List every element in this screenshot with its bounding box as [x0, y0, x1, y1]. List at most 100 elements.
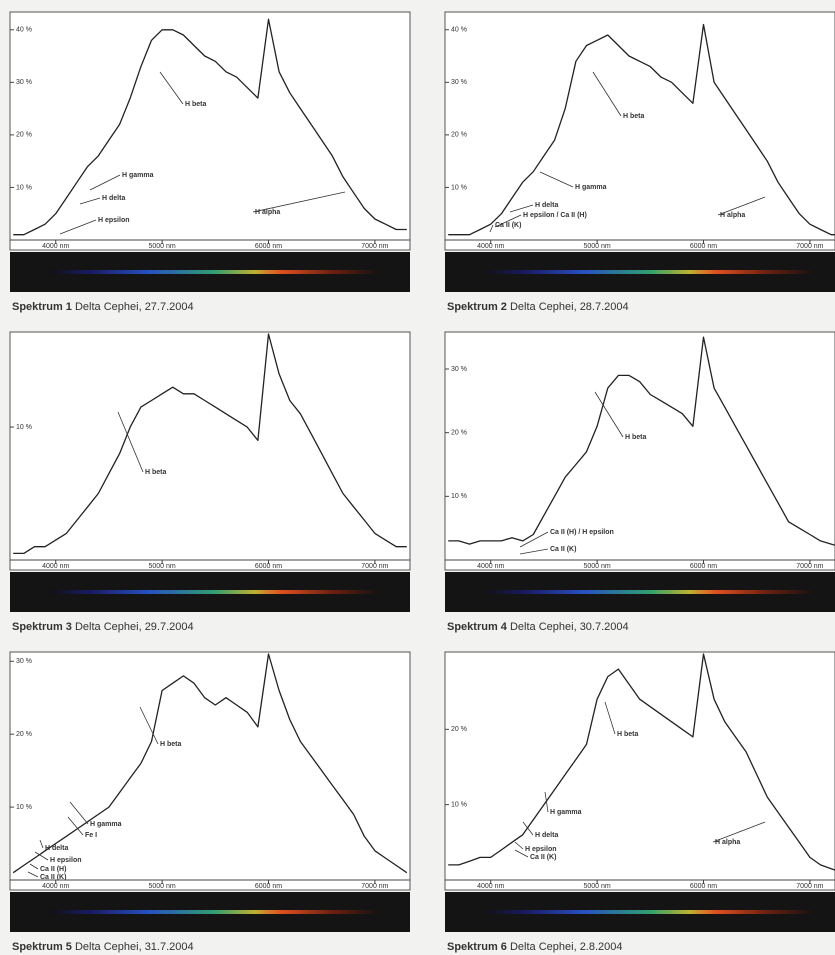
annotation: Ca II (K): [40, 874, 66, 881]
x-tick-label: 7000 nm: [796, 883, 823, 890]
y-tick-label: 20 %: [451, 726, 467, 733]
y-tick-label: 10 %: [451, 802, 467, 809]
plot: [448, 336, 835, 546]
annotation-leader: [159, 71, 184, 105]
spectrum-band: [50, 270, 380, 274]
annotation-leader: [717, 196, 766, 216]
plot: [13, 18, 407, 236]
spectrum-band: [485, 910, 815, 914]
spectrum-band: [485, 590, 815, 594]
annotation: H beta: [185, 101, 207, 108]
caption-text: Delta Cephei, 28.7.2004: [510, 301, 629, 313]
x-tick-label: 5000 nm: [149, 563, 176, 570]
annotation-leader: [594, 391, 624, 438]
chart-frame: [9, 651, 411, 891]
caption-text: Delta Cephei, 31.7.2004: [75, 941, 194, 953]
y-tick-label: 30 %: [451, 366, 467, 373]
plot: [13, 333, 407, 555]
annotation: H beta: [145, 469, 167, 476]
caption: Spektrum 5 Delta Cephei, 31.7.2004: [12, 941, 194, 953]
annotation: Ca II (H) / H epsilon: [550, 529, 614, 536]
annotation-leader: [252, 191, 346, 213]
annotation: H delta: [535, 202, 558, 209]
annotation: H epsilon: [98, 217, 130, 224]
annotation: H epsilon: [525, 846, 557, 853]
chart-frame: [9, 11, 411, 251]
spectrum-panel: 4000 nm 5000 nm 6000 nm 7000 nm 10 % 20 % 30 %…: [9, 651, 411, 953]
annotation-leader: [522, 821, 534, 836]
annotation-leader: [34, 851, 49, 861]
x-tick-label: 6000 nm: [255, 563, 282, 570]
spectrum-band: [485, 270, 815, 274]
annotation-leader: [139, 706, 159, 745]
x-tick-label: 6000 nm: [255, 883, 282, 890]
caption-text: Delta Cephei, 27.7.2004: [75, 301, 194, 313]
x-tick-label: 6000 nm: [690, 243, 717, 250]
annotation: Ca II (K): [495, 222, 521, 229]
caption: Spektrum 1 Delta Cephei, 27.7.2004: [12, 301, 194, 313]
spectrum-panel: 4000 nm 5000 nm 6000 nm 7000 nm 10 % 20 % 30 %…: [444, 11, 835, 313]
y-tick-label: 20 %: [16, 731, 32, 738]
annotation: H gamma: [550, 809, 582, 816]
x-tick-label: 6000 nm: [255, 243, 282, 250]
y-tick-label: 10 %: [451, 493, 467, 500]
plot: [448, 23, 835, 236]
x-tick-label: 5000 nm: [149, 243, 176, 250]
annotation-leader: [539, 171, 574, 188]
annotation: H beta: [625, 434, 647, 441]
plot: [12, 653, 408, 874]
x-tick-label: 4000 nm: [42, 243, 69, 250]
annotation: H gamma: [90, 821, 122, 828]
y-tick-label: 10 %: [16, 424, 32, 431]
y-tick-label: 30 %: [451, 79, 467, 86]
annotation: H alpha: [255, 209, 280, 216]
annotation: H delta: [535, 832, 558, 839]
annotation: Ca II (K): [550, 546, 576, 553]
spectrum-line: [448, 653, 835, 871]
x-tick-label: 5000 nm: [149, 883, 176, 890]
y-tick-label: 40 %: [16, 27, 32, 34]
x-tick-label: 5000 nm: [584, 563, 611, 570]
y-tick-label: 20 %: [451, 132, 467, 139]
annotation-leader: [29, 863, 39, 870]
annotation-leader: [27, 871, 39, 878]
x-tick-label: 7000 nm: [361, 883, 388, 890]
spectrum-line: [13, 333, 407, 555]
annotation: H alpha: [715, 839, 740, 846]
y-tick-label: 10 %: [451, 184, 467, 191]
spectrum-line: [12, 653, 408, 874]
annotation-leader: [519, 548, 549, 555]
spectrum-line: [13, 18, 407, 236]
x-tick-label: 5000 nm: [584, 243, 611, 250]
annotation-leader: [59, 219, 97, 235]
annotation-leader: [117, 411, 144, 473]
y-tick-label: 40 %: [451, 27, 467, 34]
spectrum-panel: 4000 nm 5000 nm 6000 nm 7000 nm 10 % 20 % 30 %…: [444, 331, 835, 633]
caption-label: Spektrum 3: [12, 621, 72, 633]
caption: Spektrum 4 Delta Cephei, 30.7.2004: [447, 621, 629, 633]
spectrum-band: [50, 910, 380, 914]
y-tick-label: 10 %: [16, 804, 32, 811]
x-tick-label: 7000 nm: [361, 563, 388, 570]
caption-text: Delta Cephei, 30.7.2004: [510, 621, 629, 633]
caption-label: Spektrum 2: [447, 301, 507, 313]
x-tick-label: 7000 nm: [796, 563, 823, 570]
annotation: Ca II (K): [530, 854, 556, 861]
annotation-leader: [67, 816, 84, 836]
caption-text: Delta Cephei, 29.7.2004: [75, 621, 194, 633]
spectrum-line: [448, 336, 835, 546]
annotation: H gamma: [575, 184, 607, 191]
annotation: H epsilon / Ca II (H): [523, 212, 587, 219]
spectrum-band: [50, 590, 380, 594]
annotation: H beta: [617, 731, 639, 738]
x-tick-label: 6000 nm: [690, 563, 717, 570]
caption-label: Spektrum 5: [12, 941, 72, 953]
spectrum-panel: 4000 nm 5000 nm 6000 nm 7000 nm 10 % 20 % 30 %…: [9, 11, 411, 313]
chart-frame: [444, 651, 835, 891]
annotation: H gamma: [122, 172, 154, 179]
caption-label: Spektrum 1: [12, 301, 72, 313]
caption-text: Delta Cephei, 2.8.2004: [510, 941, 623, 953]
caption: Spektrum 6 Delta Cephei, 2.8.2004: [447, 941, 623, 953]
caption: Spektrum 2 Delta Cephei, 28.7.2004: [447, 301, 629, 313]
